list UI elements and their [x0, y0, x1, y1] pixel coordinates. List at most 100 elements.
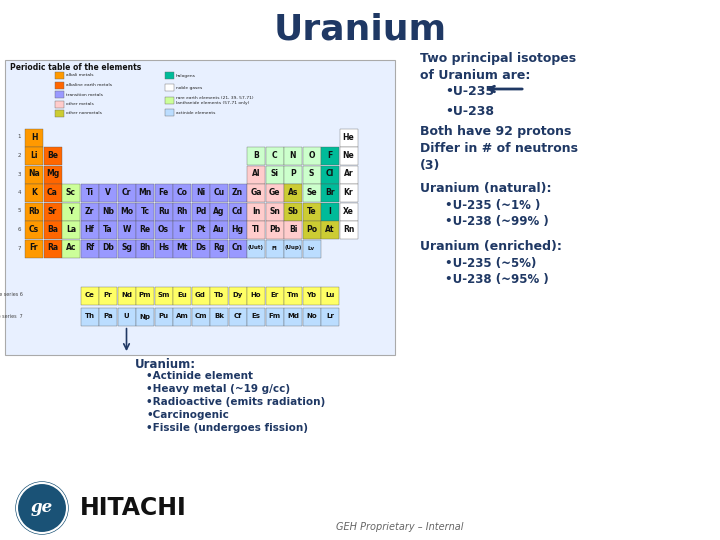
- Text: S: S: [309, 170, 314, 179]
- Bar: [25, 240, 43, 258]
- Text: Er: Er: [271, 292, 279, 298]
- Text: noble gases: noble gases: [176, 86, 202, 90]
- Bar: [321, 221, 339, 239]
- Bar: [321, 287, 339, 305]
- Text: B: B: [253, 151, 259, 160]
- Bar: [43, 240, 61, 258]
- Text: Nb: Nb: [102, 206, 114, 215]
- Bar: [55, 82, 64, 89]
- Text: Fr: Fr: [30, 244, 38, 253]
- Bar: [266, 221, 284, 239]
- Bar: [284, 287, 302, 305]
- Bar: [228, 221, 246, 239]
- Bar: [173, 287, 191, 305]
- Text: Fe: Fe: [158, 188, 168, 197]
- Bar: [210, 240, 228, 258]
- Bar: [173, 184, 191, 202]
- Bar: [99, 308, 117, 326]
- Bar: [136, 240, 154, 258]
- Bar: [192, 287, 210, 305]
- Bar: [62, 240, 80, 258]
- Text: Both have 92 protons: Both have 92 protons: [420, 125, 572, 138]
- Text: Dy: Dy: [233, 292, 243, 298]
- Bar: [210, 287, 228, 305]
- Bar: [55, 91, 64, 98]
- Bar: [55, 110, 64, 117]
- Text: Co: Co: [176, 188, 187, 197]
- Text: Md: Md: [287, 314, 299, 320]
- Text: N: N: [289, 151, 296, 160]
- Text: •U-235 (~5%): •U-235 (~5%): [445, 257, 536, 270]
- Bar: [247, 308, 265, 326]
- Bar: [25, 221, 43, 239]
- Bar: [136, 202, 154, 220]
- Text: Xe: Xe: [343, 206, 354, 215]
- Bar: [266, 240, 284, 258]
- Bar: [81, 287, 99, 305]
- Text: Pr: Pr: [104, 292, 112, 298]
- Bar: [25, 202, 43, 220]
- Bar: [266, 147, 284, 165]
- Bar: [302, 287, 320, 305]
- Text: •Actinide element: •Actinide element: [146, 371, 253, 381]
- Bar: [43, 221, 61, 239]
- Text: Two principal isotopes
of Uranium are:: Two principal isotopes of Uranium are:: [420, 52, 576, 82]
- Text: At: At: [325, 225, 335, 234]
- Text: Ce: Ce: [84, 292, 94, 298]
- Text: alkaline earth metals: alkaline earth metals: [66, 83, 112, 87]
- Text: •Carcinogenic: •Carcinogenic: [146, 410, 230, 420]
- Text: Mt: Mt: [176, 244, 188, 253]
- Bar: [210, 221, 228, 239]
- Bar: [247, 165, 265, 184]
- Text: Cd: Cd: [232, 206, 243, 215]
- Bar: [340, 184, 358, 202]
- Text: Gd: Gd: [195, 292, 206, 298]
- Bar: [81, 240, 99, 258]
- Bar: [117, 308, 135, 326]
- Bar: [321, 184, 339, 202]
- Text: He: He: [343, 132, 354, 141]
- Bar: [302, 165, 320, 184]
- Bar: [99, 221, 117, 239]
- Text: U: U: [124, 314, 130, 320]
- Bar: [284, 184, 302, 202]
- Text: Rb: Rb: [28, 206, 40, 215]
- Text: Ds: Ds: [195, 244, 206, 253]
- Text: transition metals: transition metals: [66, 92, 103, 97]
- Bar: [210, 184, 228, 202]
- Text: Ni: Ni: [196, 188, 205, 197]
- Bar: [247, 287, 265, 305]
- Text: lanthanide series 6: lanthanide series 6: [0, 293, 23, 298]
- Bar: [165, 72, 174, 79]
- Text: other metals: other metals: [66, 102, 94, 106]
- Bar: [81, 308, 99, 326]
- Bar: [81, 202, 99, 220]
- Text: 6: 6: [17, 227, 21, 232]
- Text: Sr: Sr: [48, 206, 57, 215]
- Bar: [284, 202, 302, 220]
- Bar: [136, 308, 154, 326]
- Bar: [321, 308, 339, 326]
- Bar: [210, 202, 228, 220]
- Text: Li: Li: [30, 151, 37, 160]
- Bar: [192, 221, 210, 239]
- Bar: [266, 184, 284, 202]
- Bar: [247, 221, 265, 239]
- Bar: [284, 147, 302, 165]
- Text: Ar: Ar: [343, 170, 354, 179]
- Bar: [192, 240, 210, 258]
- Bar: [173, 202, 191, 220]
- Text: Ne: Ne: [343, 151, 354, 160]
- Text: Bh: Bh: [140, 244, 150, 253]
- Text: Cn: Cn: [232, 244, 243, 253]
- Bar: [173, 240, 191, 258]
- Bar: [155, 184, 173, 202]
- Bar: [302, 308, 320, 326]
- Bar: [117, 221, 135, 239]
- Text: In: In: [252, 206, 260, 215]
- Bar: [136, 221, 154, 239]
- Bar: [25, 165, 43, 184]
- Text: Al: Al: [252, 170, 260, 179]
- Text: Mn: Mn: [138, 188, 152, 197]
- Text: Uranium (natural):: Uranium (natural):: [420, 182, 552, 195]
